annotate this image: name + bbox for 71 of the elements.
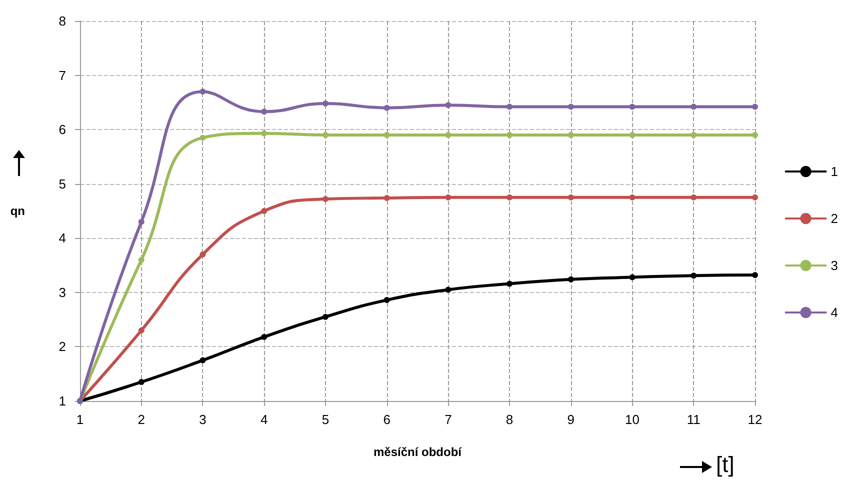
point [200, 88, 206, 95]
point [690, 132, 697, 138]
point [261, 108, 268, 115]
point [568, 276, 574, 282]
point [261, 208, 268, 214]
y-tick-label: 8 [58, 14, 66, 28]
point [506, 104, 513, 110]
x-tick-label: 11 [686, 412, 700, 427]
y-tick-label: 3 [58, 284, 66, 300]
point [445, 132, 452, 138]
point [506, 132, 513, 138]
y-tick-label: 2 [58, 339, 66, 354]
x-tick-label: 2 [138, 412, 145, 427]
point [322, 314, 328, 320]
point [138, 218, 144, 225]
point [690, 104, 697, 110]
point [445, 194, 452, 200]
legend-label: 1 [830, 164, 838, 179]
y-tick-label: 5 [58, 176, 66, 192]
point [200, 134, 206, 141]
point [138, 256, 144, 263]
point [752, 132, 758, 138]
x-tick-label: 6 [383, 412, 390, 427]
x-tick-label: 9 [567, 412, 575, 427]
point [568, 194, 574, 200]
point [629, 132, 636, 138]
point [138, 379, 144, 385]
point [629, 104, 636, 110]
point [261, 334, 268, 340]
point [629, 194, 636, 200]
x-tick-label: 12 [748, 412, 762, 427]
point [138, 327, 144, 334]
point [322, 196, 328, 202]
y-tick-label: 1 [58, 394, 66, 408]
point [200, 357, 206, 364]
point [690, 272, 697, 279]
text: [t] [716, 452, 734, 478]
x-tick-label: 7 [444, 412, 452, 427]
y-tick-label: 7 [58, 68, 66, 83]
point [322, 132, 328, 138]
point [506, 194, 513, 200]
x-tick-label: 5 [322, 412, 330, 427]
point [506, 280, 513, 287]
legend-label: 3 [830, 258, 838, 273]
point [690, 194, 697, 200]
legend-label: 4 [830, 305, 838, 320]
y-tick-label: 4 [58, 230, 66, 246]
x-tick-label: 3 [199, 412, 206, 427]
point [568, 104, 574, 110]
point [200, 251, 206, 258]
x-tick-label: 10 [625, 412, 640, 427]
point [629, 274, 636, 280]
point [445, 286, 452, 293]
legend-label: 2 [830, 211, 838, 226]
x-tick-label: 1 [76, 412, 84, 427]
y-tick-label: 6 [58, 122, 66, 138]
point [322, 100, 328, 107]
point [752, 194, 758, 200]
point [384, 194, 390, 201]
point [384, 132, 390, 138]
point [384, 297, 390, 304]
point [384, 104, 390, 111]
point [752, 104, 758, 110]
x-axis-title: měsíční období [373, 445, 462, 459]
point [752, 272, 758, 278]
point [568, 132, 574, 138]
x-tick-label: 4 [260, 412, 268, 427]
y-axis-title: qn [10, 204, 25, 218]
point [261, 130, 268, 136]
x-tick-label: 8 [506, 412, 514, 427]
point [445, 102, 452, 108]
